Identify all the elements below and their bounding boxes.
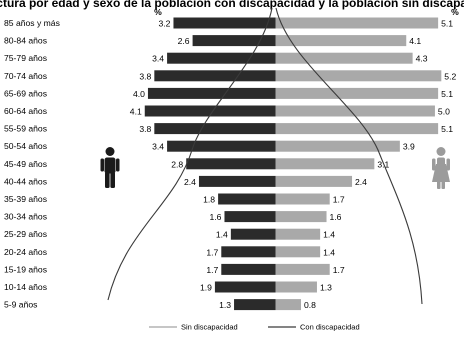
value-label-left: 1.7 — [206, 265, 218, 275]
age-group-label: 25-29 años — [4, 229, 47, 239]
value-label-right: 3.9 — [403, 142, 415, 152]
left-unit-label: % — [154, 7, 162, 17]
bar-right — [275, 193, 330, 205]
age-group-label: 85 años y más — [4, 18, 60, 28]
bar-left — [147, 87, 276, 99]
age-group-label: 75-79 años — [4, 53, 47, 63]
reference-curves — [107, 7, 423, 305]
value-label-right: 1.7 — [333, 195, 345, 205]
value-label-left: 1.9 — [200, 283, 212, 293]
value-label-right: 5.0 — [438, 107, 450, 117]
age-group-label: 55-59 años — [4, 124, 47, 134]
bar-left — [167, 52, 276, 64]
female-person-icon — [432, 147, 450, 189]
value-label-left: 2.8 — [171, 159, 183, 169]
age-group-label: 50-54 años — [4, 141, 47, 151]
value-label-right: 5.1 — [441, 89, 453, 99]
value-label-right: 5.2 — [444, 71, 456, 81]
male-person-icon — [100, 147, 120, 188]
bar-left — [230, 228, 276, 240]
value-label-left: 3.8 — [139, 124, 151, 134]
bar-left — [198, 175, 276, 187]
bar-right — [275, 299, 302, 311]
age-group-label: 15-19 años — [4, 264, 47, 274]
bar-right — [275, 17, 439, 29]
bar-left — [214, 281, 276, 293]
bar-left — [154, 123, 276, 135]
chart-marks: 85 años y más 3.2 5.1 80-84 años 2.6 4.1 75-79… — [4, 17, 456, 311]
value-label-left: 1.7 — [206, 247, 218, 257]
value-label-right: 4.1 — [409, 36, 421, 46]
value-label-right: 1.4 — [323, 230, 335, 240]
bar-left — [234, 299, 276, 311]
value-label-right: 1.7 — [333, 265, 345, 275]
value-label-left: 4.1 — [130, 107, 142, 117]
bar-right — [275, 263, 330, 275]
age-group-label: 20-24 años — [4, 247, 47, 257]
value-label-left: 3.4 — [152, 142, 164, 152]
age-group-label: 35-39 años — [4, 194, 47, 204]
bar-left — [224, 211, 276, 223]
value-label-right: 1.3 — [320, 283, 332, 293]
chart-title: Estructura por edad y sexo de la poblaci… — [0, 0, 464, 10]
bar-right — [275, 123, 439, 135]
value-label-left: 2.6 — [178, 36, 190, 46]
bar-right — [275, 158, 375, 170]
value-label-left: 3.8 — [139, 71, 151, 81]
value-label-left: 2.4 — [184, 177, 196, 187]
legend-label-sin: Sin discapacidad — [181, 323, 238, 332]
bar-left — [186, 158, 276, 170]
curve-right — [275, 7, 423, 305]
curve-left — [107, 7, 273, 301]
right-unit-label: % — [451, 7, 459, 17]
age-group-label: 30-34 años — [4, 212, 47, 222]
bar-left — [218, 193, 276, 205]
bar-left — [192, 35, 276, 47]
bar-left — [173, 17, 276, 29]
bar-left — [221, 263, 276, 275]
value-label-right: 5.1 — [441, 19, 453, 29]
value-label-left: 3.4 — [152, 54, 164, 64]
value-label-left: 1.4 — [216, 230, 228, 240]
bar-right — [275, 87, 439, 99]
bar-right — [275, 228, 321, 240]
value-label-left: 1.3 — [219, 300, 231, 310]
value-label-left: 4.0 — [133, 89, 145, 99]
value-label-right: 4.3 — [416, 54, 428, 64]
bar-right — [275, 175, 353, 187]
bar-right — [275, 140, 400, 152]
age-group-label: 5-9 años — [4, 300, 37, 310]
age-group-label: 10-14 años — [4, 282, 47, 292]
bar-right — [275, 246, 321, 258]
bar-left — [144, 105, 276, 117]
bar-right — [275, 70, 442, 82]
value-label-left: 1.8 — [203, 195, 215, 205]
value-label-left: 1.6 — [210, 212, 222, 222]
age-group-label: 70-74 años — [4, 71, 47, 81]
value-label-right: 5.1 — [441, 124, 453, 134]
legend-label-con: Con discapacidad — [300, 323, 360, 332]
bar-left — [221, 246, 276, 258]
bar-right — [275, 105, 435, 117]
age-group-label: 60-64 años — [4, 106, 47, 116]
age-group-label: 45-49 años — [4, 159, 47, 169]
value-label-right: 2.4 — [355, 177, 367, 187]
chart-legend: Sin discapacidad Con discapacidad — [149, 323, 360, 332]
bar-left — [167, 140, 276, 152]
age-group-label: 65-69 años — [4, 88, 47, 98]
value-label-right: 1.6 — [330, 212, 342, 222]
value-label-right: 1.4 — [323, 247, 335, 257]
bar-right — [275, 35, 407, 47]
bar-left — [154, 70, 276, 82]
value-label-right: 0.8 — [304, 300, 316, 310]
value-label-left: 3.2 — [159, 19, 171, 29]
bar-right — [275, 211, 327, 223]
bar-right — [275, 281, 317, 293]
age-group-label: 40-44 años — [4, 176, 47, 186]
bar-right — [275, 52, 413, 64]
age-group-label: 80-84 años — [4, 36, 47, 46]
